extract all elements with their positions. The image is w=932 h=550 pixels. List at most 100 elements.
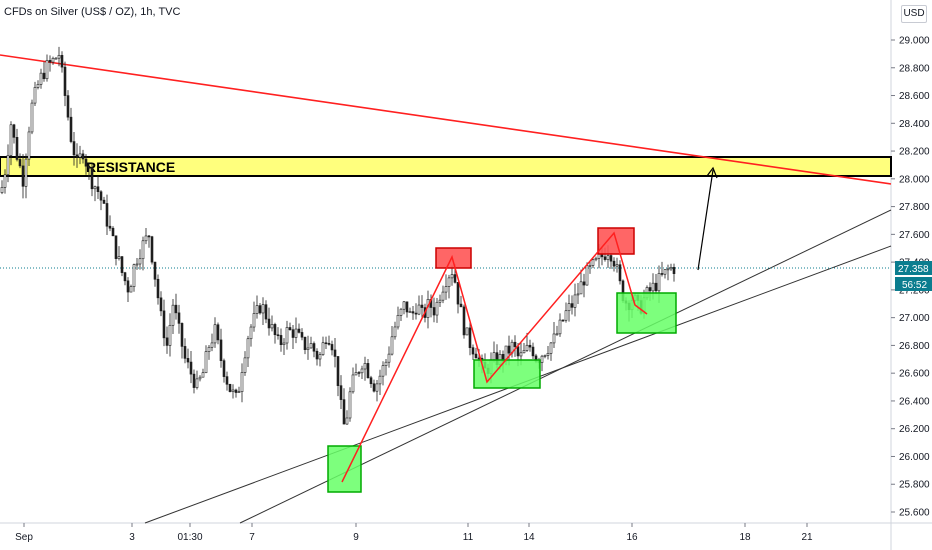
candle-body (561, 319, 565, 322)
candle-body (39, 72, 43, 85)
candle-body (261, 304, 265, 314)
x-tick-label: 9 (353, 532, 359, 543)
y-tick-label: 28.600 (899, 91, 930, 102)
candle-body (552, 333, 556, 344)
candle-body (234, 389, 238, 393)
candle-body (141, 240, 145, 260)
x-tick-label: 14 (523, 532, 535, 543)
candle-body (51, 57, 55, 63)
candle-body (21, 165, 25, 187)
candle-body (339, 385, 343, 400)
candle-body (363, 363, 367, 370)
candle-body (240, 372, 244, 392)
x-tick-label: 21 (801, 532, 813, 543)
candle-body (0, 187, 4, 194)
candle-body (189, 361, 193, 375)
candle-body (258, 305, 262, 314)
candle-body (219, 339, 223, 361)
candle-body (420, 304, 424, 308)
candle-body (3, 174, 7, 188)
candle-body (507, 345, 511, 354)
candle-body (210, 342, 214, 348)
candle-body (414, 312, 418, 315)
candle-body (375, 383, 379, 392)
candle-body (513, 341, 517, 347)
zigzag-pattern (341, 231, 648, 483)
y-tick-label: 26.800 (899, 341, 930, 352)
y-tick-label: 28.800 (899, 63, 930, 74)
candle-body (459, 303, 463, 308)
candle-body (402, 301, 406, 310)
candle-body (573, 294, 577, 308)
candle-body (171, 304, 175, 326)
candle-body (195, 378, 199, 388)
candle-body (342, 399, 346, 425)
candle-body (138, 258, 142, 265)
chart-title: CFDs on Silver (US$ / OZ), 1h, TVC (4, 6, 181, 18)
candle-body (57, 55, 61, 59)
candle-body (54, 57, 58, 60)
x-tick-label: 18 (739, 532, 751, 543)
candle-body (345, 417, 349, 425)
candle-body (12, 124, 16, 138)
candle-body (576, 293, 580, 296)
candle-body (66, 95, 70, 118)
candle-body (153, 261, 157, 280)
candle-body (120, 256, 124, 273)
x-tick-label: 3 (129, 532, 135, 543)
candle-body (528, 344, 532, 348)
candle-body (441, 291, 445, 301)
candle-body (36, 84, 40, 88)
candle-body (336, 356, 340, 386)
candle-body (648, 287, 652, 292)
candle-body (519, 352, 523, 357)
candle-body (132, 264, 136, 287)
candle-body (465, 327, 469, 336)
candle-body (6, 155, 10, 176)
y-tick-label: 29.000 (899, 36, 930, 47)
y-tick-label: 26.400 (899, 396, 930, 407)
candle-body (369, 377, 373, 385)
candle-body (276, 334, 280, 337)
candles (0, 46, 676, 425)
time-axis[interactable]: Sep 3 01:30 7 9 11 14 16 18 21 (15, 523, 813, 543)
projection-arrowhead-icon (706, 166, 718, 179)
candle-body (207, 346, 211, 352)
candle-body (579, 281, 583, 295)
candle-body (63, 66, 67, 96)
candle-body (591, 259, 595, 266)
candle-body (540, 355, 544, 363)
candle-body (588, 265, 592, 267)
x-tick-label: 11 (463, 532, 474, 543)
candle-body (279, 335, 283, 345)
candle-body (603, 256, 607, 260)
candle-body (411, 311, 415, 314)
candle-body (267, 318, 271, 329)
candle-body (651, 282, 655, 292)
candle-body (252, 313, 256, 328)
candle-body (186, 358, 190, 363)
candle-body (282, 342, 286, 345)
candle-body (75, 154, 79, 158)
candle-body (666, 268, 670, 271)
candle-body (111, 227, 115, 237)
candle-body (60, 55, 64, 68)
candle-body (549, 342, 553, 354)
candle-body (615, 264, 619, 267)
candle-body (657, 273, 661, 292)
candle-body (48, 60, 52, 63)
candle-body (330, 344, 334, 351)
candle-body (255, 305, 259, 314)
candle-body (333, 349, 337, 357)
candle-body (405, 301, 409, 313)
candle-body (399, 308, 403, 316)
projection-arrow (697, 169, 714, 271)
candle-body (297, 328, 301, 333)
candle-body (564, 310, 568, 321)
candle-body (408, 311, 412, 313)
candle-body (558, 319, 562, 335)
currency-selector[interactable]: USD (901, 5, 927, 23)
candle-body (543, 355, 547, 357)
candle-body (390, 336, 394, 355)
